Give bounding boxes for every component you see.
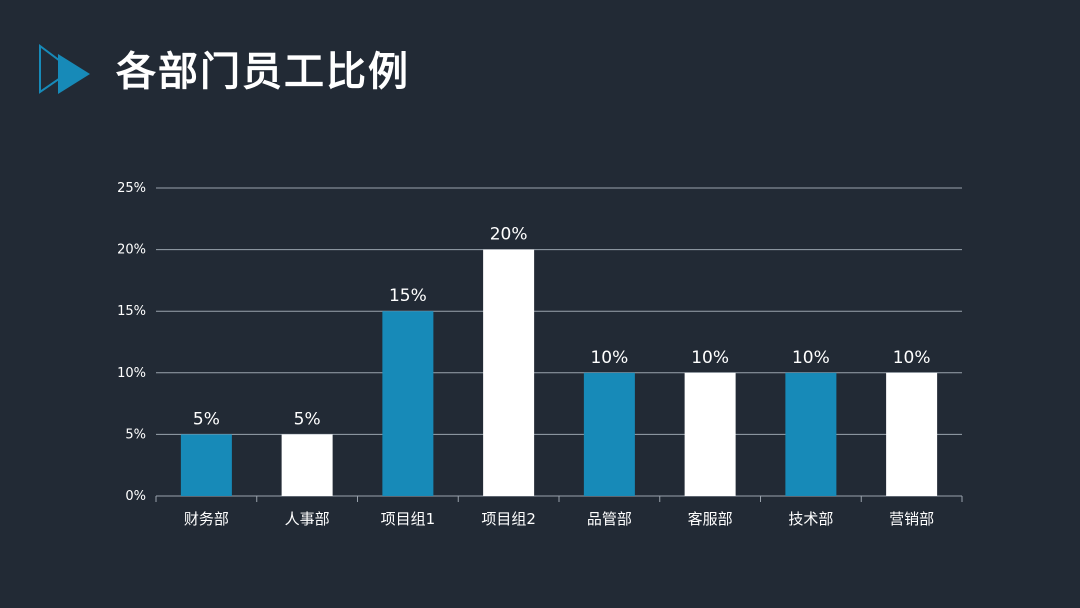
page-title: 各部门员工比例 — [116, 49, 410, 95]
x-tick-label: 人事部 — [285, 510, 330, 528]
y-tick-label: 0% — [125, 489, 146, 504]
data-label: 10% — [792, 348, 830, 368]
bar-5 — [583, 372, 635, 496]
data-label: 20% — [490, 225, 528, 245]
data-label: 5% — [294, 409, 321, 429]
bar-8 — [886, 372, 938, 496]
labels: 0% 5% 10% 15% 20% 25% 5% 财务部 5% 人事部 15% 项目组1 20% 项目组2… — [117, 181, 934, 528]
bar-6 — [684, 372, 736, 496]
bar-2 — [281, 434, 333, 496]
data-label: 5% — [193, 409, 220, 429]
data-label: 15% — [389, 286, 427, 306]
bar-3 — [382, 311, 434, 496]
x-tick-label: 财务部 — [184, 510, 229, 528]
data-label: 10% — [893, 348, 931, 368]
bar-1 — [180, 434, 232, 496]
y-tick-label: 15% — [117, 304, 146, 319]
play-triangle-icon — [39, 44, 90, 94]
y-tick-label: 25% — [117, 181, 146, 196]
bars — [180, 249, 938, 496]
data-label: 10% — [590, 348, 628, 368]
x-tick-label: 技术部 — [788, 510, 833, 528]
x-tick-label: 项目组2 — [481, 510, 536, 528]
x-tick-label: 客服部 — [688, 510, 733, 528]
x-tick-label: 营销部 — [889, 510, 934, 528]
bar-4 — [483, 249, 535, 496]
y-tick-label: 20% — [117, 243, 146, 258]
y-tick-label: 10% — [117, 366, 146, 381]
x-tick-label: 品管部 — [587, 510, 632, 528]
x-tick-label: 项目组1 — [381, 510, 436, 528]
grid-lines — [155, 187, 963, 502]
data-label: 10% — [691, 348, 729, 368]
bar-7 — [785, 372, 837, 496]
y-tick-label: 5% — [125, 427, 146, 442]
